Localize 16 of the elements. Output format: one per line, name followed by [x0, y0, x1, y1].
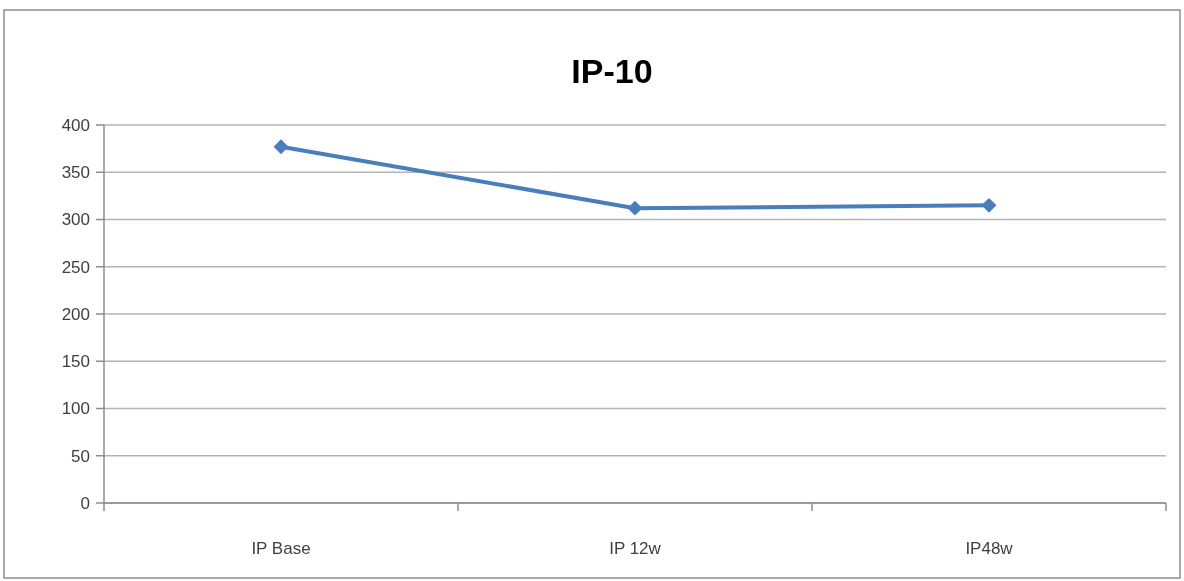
y-tick-label: 50: [71, 446, 90, 466]
point: [627, 200, 643, 216]
x-tick-label: IP48w: [965, 538, 1014, 558]
y-tick-label: 200: [61, 304, 90, 324]
y-tick-label: 0: [80, 493, 90, 513]
point: [273, 139, 289, 155]
x-tick-label: IP 12w: [609, 538, 662, 558]
y-tick-label: 400: [61, 115, 90, 135]
y-tick-label: 350: [61, 163, 90, 183]
y-tick-label: 150: [61, 352, 90, 372]
y-tick-label: 250: [61, 257, 90, 277]
x-tick-label: IP Base: [251, 538, 311, 558]
chart-title: IP-10: [571, 52, 653, 90]
y-tick-label: 300: [61, 210, 90, 230]
y-tick-label: 100: [61, 399, 90, 419]
point: [981, 197, 997, 213]
